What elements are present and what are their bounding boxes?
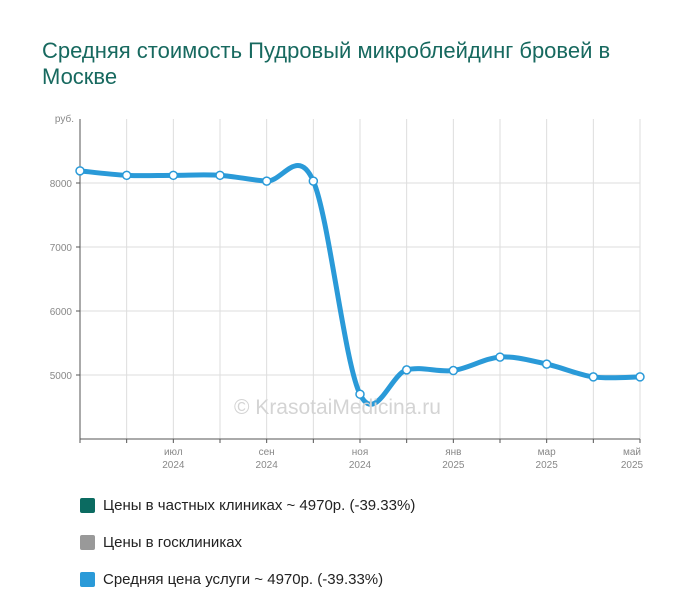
x-tick-label-year: 2024 xyxy=(349,460,372,470)
data-point xyxy=(588,372,599,382)
data-point xyxy=(75,166,85,176)
data-point xyxy=(635,372,645,382)
series-lines xyxy=(77,163,643,407)
legend: Цены в частных клиниках ~ 4970р. (-39.33… xyxy=(80,487,415,598)
y-tick-label: 8000 xyxy=(50,179,73,190)
data-point xyxy=(495,352,505,362)
data-point xyxy=(448,365,459,376)
data-point xyxy=(121,170,132,181)
x-tick-label-year: 2025 xyxy=(442,460,465,470)
y-tick-label: 5000 xyxy=(50,371,73,382)
data-point xyxy=(355,389,365,399)
data-point xyxy=(168,170,179,181)
y-tick-label: 7000 xyxy=(50,243,73,254)
legend-swatch-private xyxy=(80,498,95,513)
x-tick-label-year: 2024 xyxy=(256,460,279,470)
legend-swatch-average xyxy=(80,572,95,587)
x-tick-label-month: май xyxy=(623,447,641,458)
legend-item-public[interactable]: Цены в госклиниках xyxy=(80,524,415,561)
x-tick-label-month: сен xyxy=(259,447,275,458)
data-point xyxy=(215,170,225,181)
data-point xyxy=(401,365,412,375)
legend-label-average: Средняя цена услуги ~ 4970р. (-39.33%) xyxy=(103,571,384,588)
data-point xyxy=(541,359,552,369)
y-tick-label: 6000 xyxy=(50,307,73,318)
y-axis-unit-label: руб. xyxy=(55,113,74,125)
data-point xyxy=(261,176,272,186)
data-point xyxy=(308,176,319,186)
watermark: © KrasotaiMedicina.ru xyxy=(234,396,441,419)
price-line-chart: 5000 6000 7000 8000 руб. июл 2024 сен 2024 ноя 202… xyxy=(50,113,645,470)
x-tick-label-year: 2025 xyxy=(536,460,559,470)
axes xyxy=(76,119,641,443)
chart-title: Средняя стоимость Пудровый микроблейдинг… xyxy=(42,38,611,89)
x-tick-label-year: 2024 xyxy=(162,460,185,470)
x-tick-label-month: мар xyxy=(538,447,556,458)
data-points xyxy=(75,166,645,399)
legend-item-private[interactable]: Цены в частных клиниках ~ 4970р. (-39.33… xyxy=(80,487,415,524)
legend-item-average[interactable]: Средняя цена услуги ~ 4970р. (-39.33%) xyxy=(80,561,415,598)
grid xyxy=(80,119,641,439)
x-tick-label-month: янв xyxy=(445,447,461,458)
legend-label-public: Цены в госклиниках xyxy=(103,534,243,551)
series-line-average xyxy=(77,163,643,407)
x-tick-label-month: ноя xyxy=(352,447,369,458)
x-tick-label-year: 2025 xyxy=(621,460,644,470)
tick-labels: 5000 6000 7000 8000 руб. июл 2024 сен 2024 ноя 202… xyxy=(50,113,644,470)
legend-label-private: Цены в частных клиниках ~ 4970р. (-39.33… xyxy=(103,497,416,514)
legend-swatch-public xyxy=(80,535,95,550)
x-tick-label-month: июл xyxy=(164,447,183,458)
